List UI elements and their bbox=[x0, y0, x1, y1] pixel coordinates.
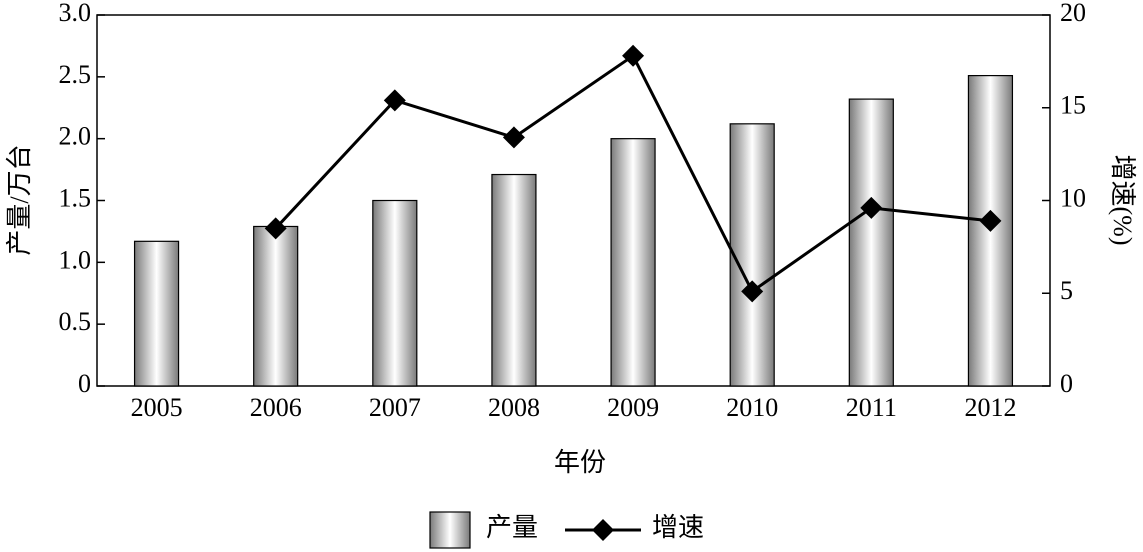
y2-tick-label: 0 bbox=[1060, 369, 1073, 398]
y-tick-label: 2.5 bbox=[59, 60, 92, 89]
bar bbox=[372, 199, 418, 387]
bar bbox=[610, 138, 656, 387]
y-axis-label: 产量/万台 bbox=[5, 144, 34, 255]
bar bbox=[253, 225, 299, 387]
x-tick-label: 2008 bbox=[488, 393, 540, 422]
x-tick-label: 2012 bbox=[964, 393, 1016, 422]
marker bbox=[383, 89, 406, 112]
plot-frame bbox=[96, 14, 1051, 387]
legend-label: 增速 bbox=[652, 513, 704, 542]
bar bbox=[729, 123, 775, 387]
y2-tick-label: 5 bbox=[1060, 276, 1073, 305]
x-axis-label: 年份 bbox=[554, 448, 606, 477]
marker bbox=[979, 209, 1002, 232]
bar bbox=[848, 98, 894, 387]
marker bbox=[502, 126, 525, 149]
y-tick-label: 2.0 bbox=[59, 122, 92, 151]
y-tick-label: 0.5 bbox=[59, 307, 92, 336]
bar bbox=[491, 173, 537, 387]
y-tick-label: 3.0 bbox=[59, 0, 92, 27]
x-tick-label: 2005 bbox=[131, 393, 183, 422]
y-tick-label: 0 bbox=[78, 369, 91, 398]
marker bbox=[860, 196, 883, 219]
legend-swatch bbox=[429, 511, 471, 549]
y-tick-label: 1.0 bbox=[59, 245, 92, 274]
x-tick-label: 2009 bbox=[607, 393, 659, 422]
x-tick-label: 2011 bbox=[846, 393, 897, 422]
legend-marker bbox=[592, 519, 614, 541]
y-tick-label: 1.5 bbox=[59, 183, 92, 212]
x-tick-label: 2006 bbox=[250, 393, 302, 422]
y2-tick-label: 15 bbox=[1060, 91, 1086, 120]
y2-tick-label: 10 bbox=[1060, 183, 1086, 212]
marker bbox=[264, 217, 287, 240]
bar bbox=[133, 240, 180, 387]
y2-tick-label: 20 bbox=[1060, 0, 1086, 27]
x-tick-label: 2007 bbox=[369, 393, 421, 422]
y2-axis-label: 增速(%) bbox=[1108, 155, 1137, 246]
x-tick-label: 2010 bbox=[726, 393, 778, 422]
legend-label: 产量 bbox=[486, 513, 538, 542]
marker bbox=[741, 280, 764, 303]
marker bbox=[622, 44, 645, 67]
